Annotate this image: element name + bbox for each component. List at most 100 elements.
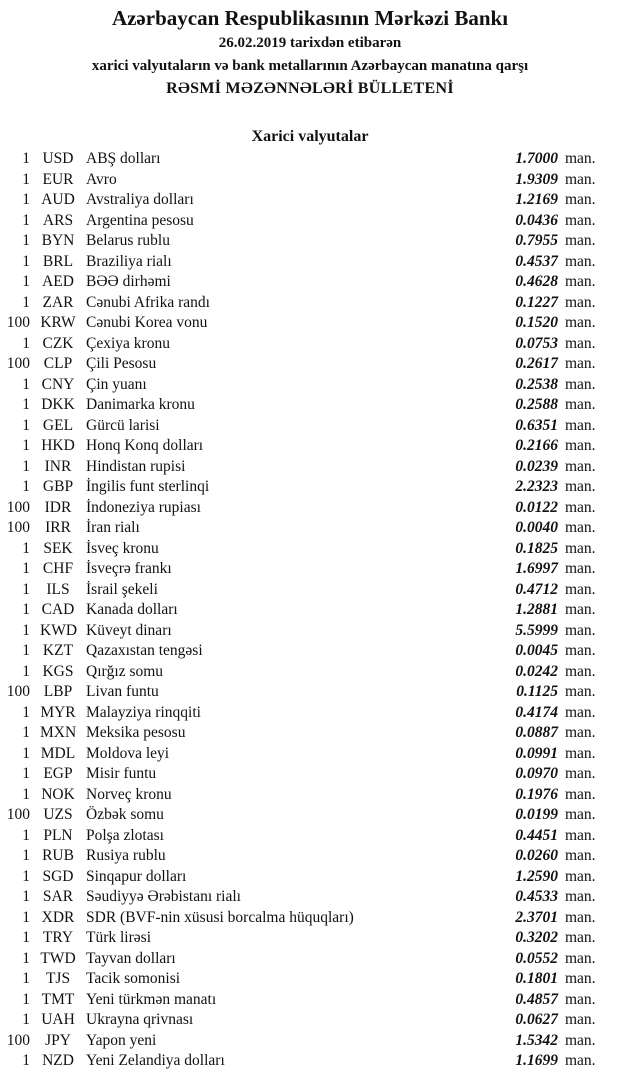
rate-nominal: 1 (22, 785, 30, 803)
rate-row: 1 EGP Misir funtu 0.0970 man. (0, 764, 620, 785)
rate-nominal: 100 (6, 355, 30, 372)
rates-table: 1 USD ABŞ dolları 1.7000 man. 1 EUR Avro 1.9309 m… (0, 149, 620, 1072)
rate-row: 1 KZT Qazaxıstan tengəsi 0.0045 man. (0, 641, 620, 662)
rate-value: 0.1801 (515, 970, 558, 987)
rate-value: 0.4537 (515, 252, 558, 270)
currency-name: İsveçrə frankı (86, 560, 172, 577)
rate-nominal: 1 (22, 826, 30, 844)
currency-code: KZT (42, 642, 74, 659)
rate-row: 1 USD ABŞ dolları 1.7000 man. (0, 149, 620, 170)
currency-name: Sinqapur dolları (86, 867, 187, 885)
rate-row: 1 PLN Polşa zlotası 0.4451 man. (0, 826, 620, 847)
rate-row: 1 GEL Gürcü larisi 0.6351 man. (0, 416, 620, 437)
currency-name: Braziliya rialı (86, 252, 172, 270)
rate-nominal: 1 (22, 888, 30, 905)
rate-value: 0.0045 (515, 642, 558, 659)
rate-nominal: 100 (6, 806, 30, 823)
rate-row: 1 BYN Belarus rublu 0.7955 man. (0, 231, 620, 252)
rate-nominal: 1 (22, 457, 30, 475)
currency-code: TJS (45, 970, 71, 987)
rate-nominal: 1 (22, 273, 30, 290)
currency-code: IDR (44, 498, 72, 516)
rate-value: 0.7955 (515, 232, 558, 249)
currency-code: RUB (42, 847, 74, 864)
unit-label: man. (565, 1052, 596, 1069)
unit-label: man. (565, 478, 596, 495)
currency-name: ABŞ dolları (86, 150, 161, 167)
currency-code: DKK (41, 396, 75, 413)
rate-value: 2.2323 (515, 478, 558, 495)
currency-code: NZD (42, 1052, 74, 1069)
currency-name: Honq Konq dolları (86, 437, 204, 454)
currency-code: IRR (45, 519, 71, 536)
currency-name: Çin yuanı (86, 375, 147, 393)
unit-label: man. (565, 293, 596, 311)
unit-label: man. (565, 806, 596, 823)
rate-value: 0.4857 (515, 990, 558, 1008)
rate-row: 1 CZK Çexiya kronu 0.0753 man. (0, 334, 620, 355)
rate-value: 0.6351 (515, 416, 558, 434)
rate-row: 1 CAD Kanada dolları 1.2881 man. (0, 600, 620, 621)
unit-label: man. (565, 211, 596, 229)
rate-row: 1 KGS Qırğız somu 0.0242 man. (0, 662, 620, 683)
effective-date: 26.02.2019 tarixdən etibarən (218, 35, 402, 51)
rate-row: 1 MDL Moldova leyi 0.0991 man. (0, 744, 620, 765)
currency-code: AED (42, 273, 74, 290)
unit-label: man. (565, 970, 596, 987)
currency-code: LBP (43, 683, 73, 700)
rate-value: 0.1227 (515, 293, 558, 311)
rate-nominal: 1 (22, 150, 30, 167)
unit-label: man. (565, 867, 596, 885)
currency-name: Qırğız somu (86, 662, 164, 680)
rate-value: 1.1699 (515, 1052, 558, 1069)
unit-label: man. (565, 334, 596, 352)
currency-code: UAH (41, 1011, 75, 1028)
rate-row: 1 GBP İngilis funt sterlinqi 2.2323 man. (0, 477, 620, 498)
rate-row: 1 INR Hindistan rupisi 0.0239 man. (0, 457, 620, 478)
rate-nominal: 1 (22, 334, 30, 352)
rate-value: 1.2590 (515, 867, 558, 885)
unit-label: man. (565, 519, 596, 536)
currency-name: Kanada dolları (86, 601, 178, 618)
currency-name: Özbək somu (86, 806, 164, 823)
rate-value: 0.0239 (515, 457, 558, 475)
rate-nominal: 1 (22, 396, 30, 413)
rate-row: 100 IRR İran rialı 0.0040 man. (0, 518, 620, 539)
rate-row: 1 RUB Rusiya rublu 0.0260 man. (0, 846, 620, 867)
currency-code: KRW (40, 314, 76, 331)
unit-label: man. (565, 1031, 596, 1049)
currency-name: Yeni türkmən manatı (86, 990, 217, 1008)
rate-value: 0.2538 (515, 375, 558, 393)
rate-value: 0.0199 (515, 806, 558, 823)
rate-row: 1 ZAR Cənubi Afrika randı 0.1227 man. (0, 293, 620, 314)
currency-name: Argentina pesosu (86, 211, 194, 229)
unit-label: man. (565, 929, 596, 946)
rate-row: 1 SEK İsveç kronu 0.1825 man. (0, 539, 620, 560)
rate-nominal: 1 (22, 211, 30, 229)
rate-row: 1 BRL Braziliya rialı 0.4537 man. (0, 252, 620, 273)
unit-label: man. (565, 170, 596, 188)
rate-nominal: 1 (22, 662, 30, 680)
currency-name: Avro (86, 170, 117, 188)
currency-code: CLP (43, 355, 73, 372)
rate-row: 1 SAR Səudiyyə Ərəbistanı rialı 0.4533 man. (0, 887, 620, 908)
rate-row: 1 EUR Avro 1.9309 man. (0, 170, 620, 191)
rate-row: 100 KRW Cənubi Korea vonu 0.1520 man. (0, 313, 620, 334)
rate-nominal: 1 (22, 191, 30, 208)
rate-nominal: 1 (22, 601, 30, 618)
currency-code: TRY (42, 929, 74, 946)
currency-name: Səudiyyə Ərəbistanı rialı (86, 888, 241, 905)
currency-name: Norveç kronu (86, 785, 172, 803)
rate-nominal: 1 (22, 1052, 30, 1069)
rate-nominal: 100 (6, 1031, 30, 1049)
rate-nominal: 1 (22, 847, 30, 864)
rate-nominal: 1 (22, 539, 30, 557)
currency-code: USD (42, 150, 74, 167)
unit-label: man. (565, 539, 596, 557)
unit-label: man. (565, 355, 596, 372)
rate-nominal: 1 (22, 293, 30, 311)
currency-name: Belarus rublu (86, 232, 170, 249)
rate-value: 5.5999 (515, 621, 558, 639)
rate-nominal: 1 (22, 1011, 30, 1028)
rate-nominal: 1 (22, 478, 30, 495)
